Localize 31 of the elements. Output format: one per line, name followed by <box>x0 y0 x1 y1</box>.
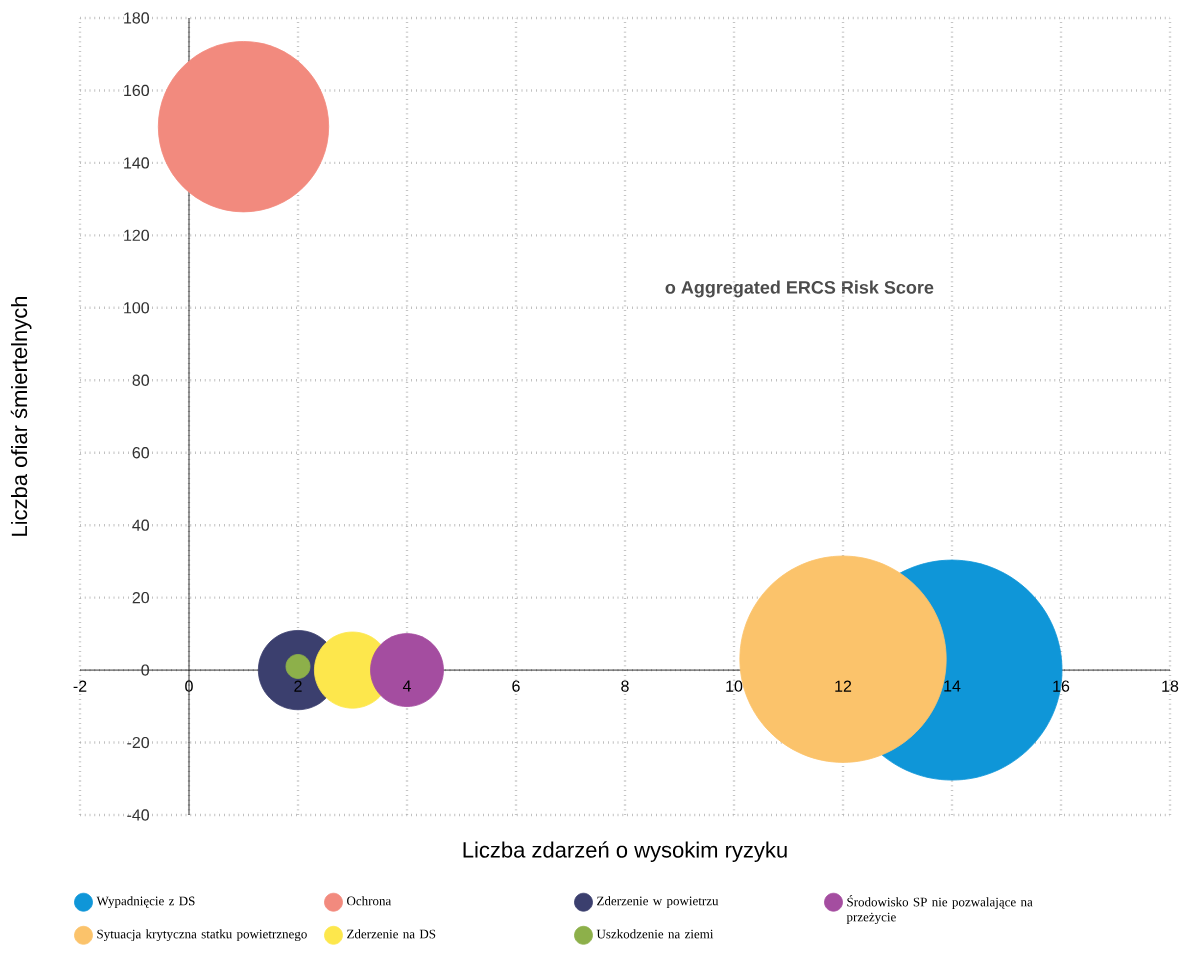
x-tick-label: 4 <box>402 680 411 692</box>
x-tick-label: 18 <box>1162 680 1179 692</box>
legend-label: Ochrona <box>347 896 392 906</box>
y-tick-label: 160 <box>124 84 150 97</box>
x-tick-label: -2 <box>73 680 87 692</box>
y-tick-label: -20 <box>127 736 150 749</box>
x-tick-label: 10 <box>726 680 743 692</box>
x-tick-label: 6 <box>512 680 520 692</box>
y-tick-label: -40 <box>127 809 150 821</box>
x-tick-label: 2 <box>294 680 302 692</box>
legend-label: Zderzenie w powietrzu <box>597 896 719 908</box>
legend-label: Wypadnięcie z DS <box>96 896 195 909</box>
y-tick-label: 40 <box>132 519 150 531</box>
legend-label: Środowisko SP nie pozwalające na przeżycie <box>846 895 1033 925</box>
y-tick-label: 140 <box>124 157 150 169</box>
legend-label: Zderzenie na DS <box>347 929 436 939</box>
y-tick-label: 60 <box>132 447 150 459</box>
y-tick-label: 20 <box>132 591 150 604</box>
y-tick-label: 180 <box>124 12 150 24</box>
y-tick-label: 80 <box>132 374 150 386</box>
x-axis-title: Liczba zdarzeń o wysokim ryzyku <box>463 841 787 863</box>
x-tick-label: 8 <box>621 680 629 692</box>
annotation: o Aggregated ERCS Risk Score <box>665 280 934 298</box>
x-tick-label: 0 <box>185 680 193 692</box>
x-tick-label: 14 <box>944 680 961 692</box>
y-axis-title: Liczba ofiar śmiertelnych <box>10 296 32 536</box>
legend-label: Uszkodzenie na ziemi <box>596 929 714 939</box>
legend-label: Sytuacja krytyczna statku powietrznego <box>97 929 307 942</box>
y-tick-label: 100 <box>124 302 150 314</box>
x-tick-label: 12 <box>835 680 852 692</box>
y-tick-label: 120 <box>124 229 150 242</box>
